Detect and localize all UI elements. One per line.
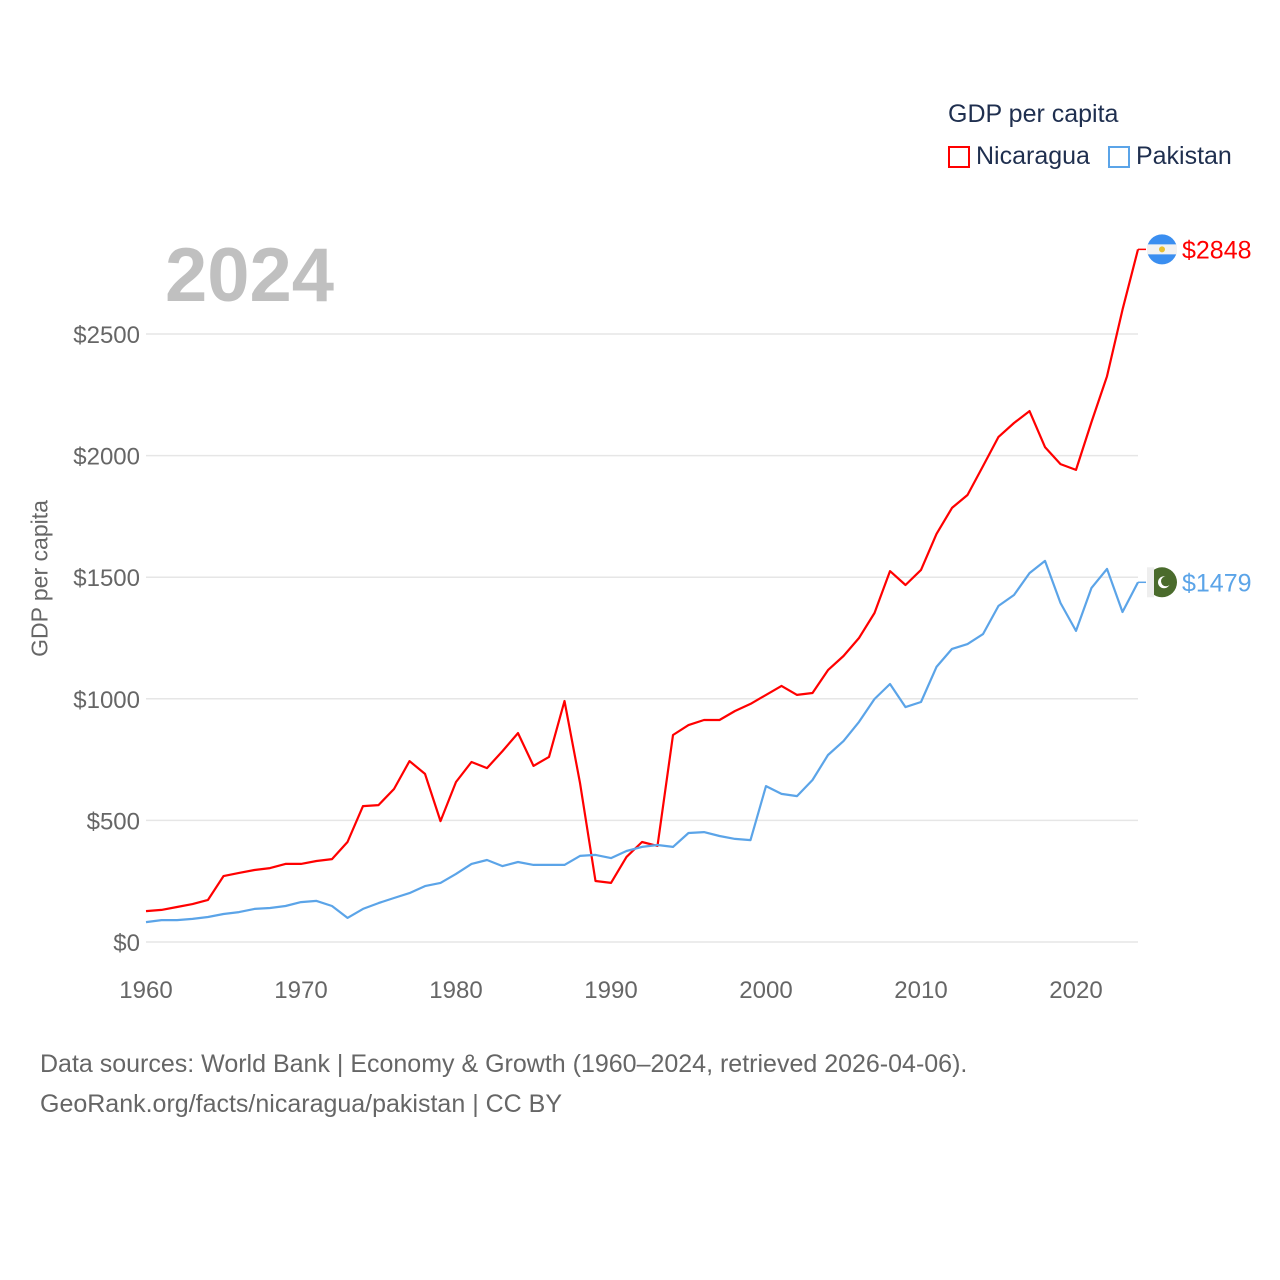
pakistan-flag-crescent-cut <box>1161 576 1171 587</box>
footer: Data sources: World Bank | Economy & Gro… <box>40 1044 967 1124</box>
pakistan-flag-stripe <box>1147 567 1154 598</box>
end-value-label-nicaragua: $2848 <box>1182 236 1252 264</box>
legend-swatch-pakistan <box>1107 145 1130 168</box>
x-tick-label: 1980 <box>429 977 482 1004</box>
y-axis-label: GDP per capita <box>26 500 53 657</box>
x-tick-label: 2020 <box>1049 977 1102 1004</box>
nicaragua-flag-emblem <box>1159 246 1165 253</box>
y-tick-label: $1000 <box>73 687 140 714</box>
legend-title: GDP per capita <box>948 100 1119 128</box>
legend-item-nicaragua[interactable]: Nicaragua <box>948 142 1090 171</box>
y-tick-label: $2500 <box>73 322 140 349</box>
x-tick-label: 2010 <box>894 977 947 1004</box>
x-tick-label: 1960 <box>119 977 172 1004</box>
x-tick-label: 2000 <box>739 977 792 1004</box>
series-line-pakistan <box>145 559 1139 924</box>
footer-sources: Data sources: World Bank | Economy & Gro… <box>40 1050 968 1078</box>
legend-swatch-nicaragua <box>948 145 970 168</box>
legend: Nicaragua Pakistan <box>948 142 1232 171</box>
y-tick-label: $500 <box>87 808 140 835</box>
x-tick-label: 1970 <box>274 977 327 1004</box>
x-tick-label: 1990 <box>584 977 637 1004</box>
footer-attribution[interactable]: GeoRank.org/facts/nicaragua/pakistan | C… <box>40 1090 563 1118</box>
end-value-label-pakistan: $1479 <box>1182 569 1252 597</box>
legend-item-pakistan[interactable]: Pakistan <box>1107 142 1232 171</box>
current-year-label: 2024 <box>165 233 335 318</box>
y-tick-label: $0 <box>113 930 140 957</box>
legend-label-nicaragua: Nicaragua <box>976 142 1090 170</box>
series-line-nicaragua <box>145 249 1140 913</box>
legend-label-pakistan: Pakistan <box>1135 142 1232 170</box>
y-tick-label: $1500 <box>73 565 140 592</box>
y-tick-label: $2000 <box>73 444 140 471</box>
